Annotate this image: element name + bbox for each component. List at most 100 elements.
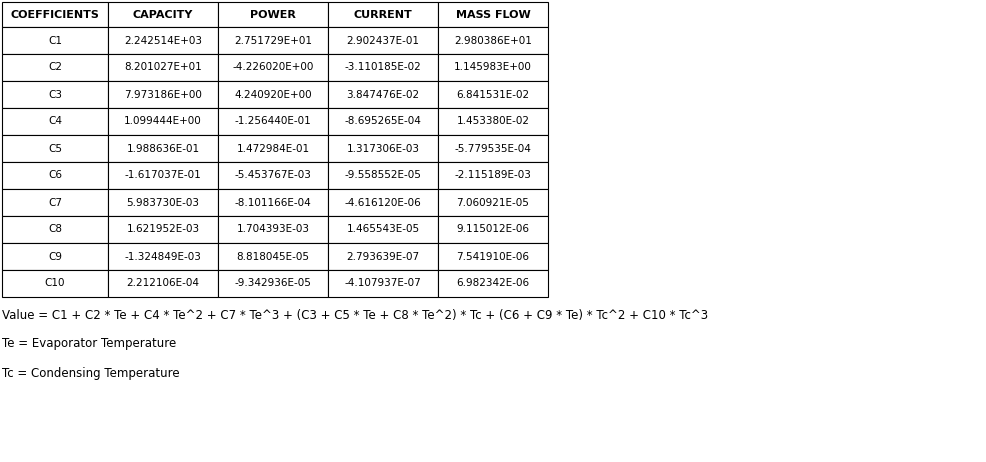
Bar [328, 108, 438, 135]
Text: 6.982342E-06: 6.982342E-06 [457, 279, 529, 288]
Text: C6: C6 [48, 170, 62, 181]
Bar [438, 270, 548, 297]
Text: 7.060921E-05: 7.060921E-05 [457, 197, 529, 207]
Bar [108, 162, 218, 189]
Text: MASS FLOW: MASS FLOW [456, 10, 530, 19]
Text: Value = C1 + C2 * Te + C4 * Te^2 + C7 * Te^3 + (C3 + C5 * Te + C8 * Te^2) * Tc +: Value = C1 + C2 * Te + C4 * Te^2 + C7 * … [2, 309, 708, 322]
Text: 2.212106E-04: 2.212106E-04 [126, 279, 199, 288]
Text: -9.558552E-05: -9.558552E-05 [344, 170, 421, 181]
Bar [218, 27, 328, 54]
Text: -3.110185E-02: -3.110185E-02 [345, 62, 421, 73]
Bar [108, 216, 218, 243]
Bar [438, 189, 548, 216]
Bar [438, 108, 548, 135]
Bar [108, 108, 218, 135]
Bar [328, 216, 438, 243]
Text: 1.453380E-02: 1.453380E-02 [457, 116, 529, 127]
Text: C1: C1 [48, 36, 62, 45]
Bar [2, 81, 108, 108]
Text: 7.973186E+00: 7.973186E+00 [124, 90, 202, 99]
Text: 1.145983E+00: 1.145983E+00 [455, 62, 531, 73]
Bar [2, 2, 108, 27]
Bar [328, 135, 438, 162]
Bar [218, 243, 328, 270]
Bar [438, 135, 548, 162]
Bar [108, 189, 218, 216]
Bar [108, 270, 218, 297]
Bar [218, 2, 328, 27]
Text: C4: C4 [48, 116, 62, 127]
Bar [108, 81, 218, 108]
Bar [108, 135, 218, 162]
Bar [438, 54, 548, 81]
Text: CURRENT: CURRENT [354, 10, 412, 19]
Text: -2.115189E-03: -2.115189E-03 [455, 170, 531, 181]
Text: Te = Evaporator Temperature: Te = Evaporator Temperature [2, 337, 176, 350]
Text: 1.704393E-03: 1.704393E-03 [237, 225, 310, 235]
Text: -5.453767E-03: -5.453767E-03 [235, 170, 312, 181]
Bar [2, 54, 108, 81]
Text: C8: C8 [48, 225, 62, 235]
Bar [2, 216, 108, 243]
Bar [2, 108, 108, 135]
Text: C9: C9 [48, 251, 62, 261]
Text: C10: C10 [44, 279, 65, 288]
Text: 2.242514E+03: 2.242514E+03 [124, 36, 202, 45]
Bar [2, 189, 108, 216]
Text: 2.793639E-07: 2.793639E-07 [346, 251, 420, 261]
Bar [2, 270, 108, 297]
Text: 2.980386E+01: 2.980386E+01 [455, 36, 531, 45]
Text: COEFFICIENTS: COEFFICIENTS [11, 10, 100, 19]
Text: POWER: POWER [250, 10, 296, 19]
Text: C3: C3 [48, 90, 62, 99]
Bar [218, 189, 328, 216]
Text: 1.621952E-03: 1.621952E-03 [126, 225, 199, 235]
Bar [108, 54, 218, 81]
Bar [2, 162, 108, 189]
Bar [328, 54, 438, 81]
Bar [438, 2, 548, 27]
Bar [108, 243, 218, 270]
Text: 1.472984E-01: 1.472984E-01 [237, 144, 310, 153]
Text: -1.256440E-01: -1.256440E-01 [235, 116, 312, 127]
Text: -4.107937E-07: -4.107937E-07 [345, 279, 421, 288]
Text: 2.751729E+01: 2.751729E+01 [234, 36, 312, 45]
Bar [328, 81, 438, 108]
Text: 5.983730E-03: 5.983730E-03 [126, 197, 199, 207]
Bar [218, 270, 328, 297]
Bar [328, 27, 438, 54]
Text: 4.240920E+00: 4.240920E+00 [235, 90, 312, 99]
Bar [438, 216, 548, 243]
Bar [218, 135, 328, 162]
Bar [328, 270, 438, 297]
Bar [218, 54, 328, 81]
Text: 3.847476E-02: 3.847476E-02 [346, 90, 420, 99]
Bar [328, 2, 438, 27]
Text: 1.465543E-05: 1.465543E-05 [346, 225, 420, 235]
Text: 1.099444E+00: 1.099444E+00 [124, 116, 202, 127]
Text: C7: C7 [48, 197, 62, 207]
Text: 9.115012E-06: 9.115012E-06 [457, 225, 529, 235]
Text: -4.616120E-06: -4.616120E-06 [345, 197, 421, 207]
Text: 1.988636E-01: 1.988636E-01 [126, 144, 199, 153]
Text: C5: C5 [48, 144, 62, 153]
Text: 7.541910E-06: 7.541910E-06 [457, 251, 529, 261]
Text: CAPACITY: CAPACITY [133, 10, 193, 19]
Text: 1.317306E-03: 1.317306E-03 [346, 144, 419, 153]
Bar [218, 162, 328, 189]
Text: 8.201027E+01: 8.201027E+01 [124, 62, 202, 73]
Bar [438, 81, 548, 108]
Bar [438, 27, 548, 54]
Text: Tc = Condensing Temperature: Tc = Condensing Temperature [2, 367, 179, 380]
Bar [108, 27, 218, 54]
Text: -5.779535E-04: -5.779535E-04 [455, 144, 531, 153]
Bar [328, 243, 438, 270]
Text: C2: C2 [48, 62, 62, 73]
Text: -1.324849E-03: -1.324849E-03 [124, 251, 201, 261]
Text: -8.101166E-04: -8.101166E-04 [235, 197, 312, 207]
Bar [218, 216, 328, 243]
Bar [2, 27, 108, 54]
Bar [2, 243, 108, 270]
Bar [438, 243, 548, 270]
Text: -4.226020E+00: -4.226020E+00 [233, 62, 314, 73]
